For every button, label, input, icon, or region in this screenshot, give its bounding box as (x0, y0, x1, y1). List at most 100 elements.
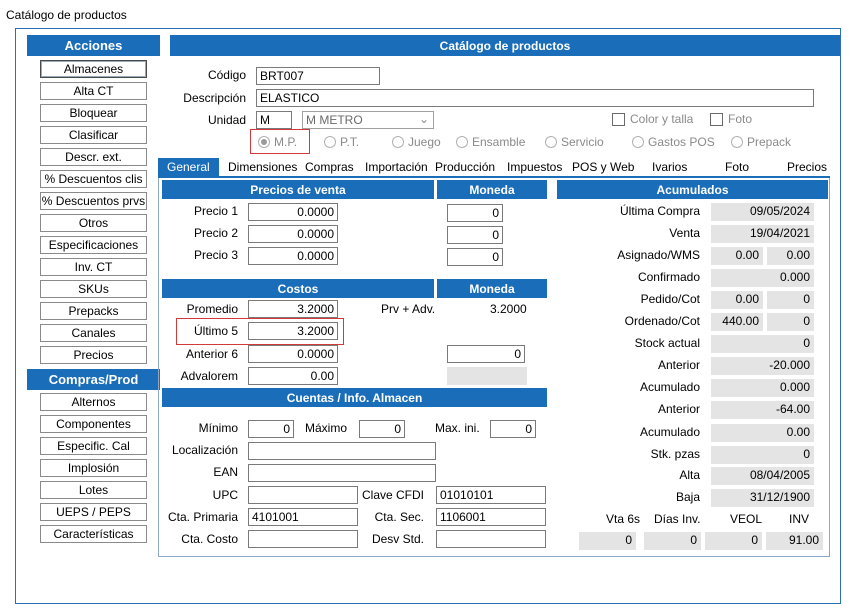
acumulado2-label: Acumulado (639, 425, 700, 439)
acciones-button-otros[interactable]: Otros (40, 214, 147, 232)
clave-cfdi-input[interactable]: 01010101 (436, 486, 546, 504)
compras-button-implosion[interactable]: Implosión (40, 459, 147, 477)
minimo-input[interactable]: 0 (248, 420, 294, 438)
asignado-a: 0.00 (711, 247, 763, 265)
asignado-b: 0.00 (767, 247, 814, 265)
tab-dimensiones[interactable]: Dimensiones (228, 160, 298, 174)
tab-impuestos[interactable]: Impuestos (507, 160, 563, 174)
maxini-input[interactable]: 0 (490, 420, 536, 438)
compras-button-lotes[interactable]: Lotes (40, 481, 147, 499)
radio-ensamble[interactable]: Ensamble (456, 135, 525, 149)
acciones-button-especificaciones[interactable]: Especificaciones (40, 236, 147, 254)
prv-adv-value: 3.2000 (490, 302, 527, 316)
window-frame (15, 28, 841, 604)
unidad-code-input[interactable]: M (256, 111, 292, 129)
maximo-input[interactable]: 0 (359, 420, 405, 438)
cta-sec-input[interactable]: 1106001 (436, 508, 546, 526)
radio-prepack[interactable]: Prepack (731, 135, 791, 149)
acumulado1-value: 0.000 (711, 379, 814, 397)
acciones-button-skus[interactable]: SKUs (40, 280, 147, 298)
radio-dot (392, 136, 404, 148)
compras-button-caracteristicas[interactable]: Características (40, 525, 147, 543)
inv-label: INV (789, 512, 810, 526)
ultimo-label: Último 5 (193, 324, 238, 338)
radio-servicio[interactable]: Servicio (545, 135, 604, 149)
radio-label: Servicio (561, 135, 604, 149)
chevron-down-icon: ⌄ (418, 112, 429, 126)
foto-checkbox[interactable]: Foto (710, 112, 752, 126)
tab-general[interactable]: General (158, 158, 219, 176)
acciones-button-almacenes[interactable]: Almacenes (40, 60, 147, 78)
acciones-button-descuentos-prvs[interactable]: % Descuentos prvs (40, 192, 147, 210)
tab-foto[interactable]: Foto (725, 160, 750, 174)
codigo-input[interactable]: BRT007 (256, 67, 380, 85)
advalorem-label: Advalorem (180, 369, 238, 383)
unidad-select[interactable]: M METRO ⌄ (302, 111, 434, 129)
cuentas-header: Cuentas / Info. Almacen (162, 388, 547, 407)
acciones-button-prepacks[interactable]: Prepacks (40, 302, 147, 320)
venta-label: Venta (669, 226, 700, 240)
radio-gastos-pos[interactable]: Gastos POS (632, 135, 715, 149)
anterior1-value: -20.000 (711, 357, 814, 375)
radio-label: M.P. (274, 135, 298, 149)
ean-input[interactable] (248, 464, 436, 482)
alta-value: 08/04/2005 (711, 467, 814, 485)
ordenado-b: 0 (767, 313, 814, 331)
desv-std-input[interactable] (436, 530, 546, 548)
precio-moneda-input[interactable]: 0 (447, 204, 503, 222)
tab-produccion[interactable]: Producción (435, 160, 496, 174)
descripcion-input[interactable]: ELASTICO (256, 89, 814, 107)
tab-importacion[interactable]: Importación (365, 160, 428, 174)
cta-costo-input[interactable] (248, 530, 358, 548)
pedido-label: Pedido/Cot (640, 292, 700, 306)
anterior6-moneda-input[interactable]: 0 (447, 345, 525, 363)
anterior6-input[interactable]: 0.0000 (248, 345, 338, 363)
radio-dot (456, 136, 468, 148)
acciones-button-bloquear[interactable]: Bloquear (40, 104, 147, 122)
radio-m-p[interactable]: M.P. (258, 135, 297, 149)
compras-button-componentes[interactable]: Componentes (40, 415, 147, 433)
precio-input[interactable]: 0.0000 (248, 247, 338, 265)
tab-underline (158, 176, 830, 178)
cta-primaria-input[interactable]: 4101001 (248, 508, 358, 526)
precio-input[interactable]: 0.0000 (248, 203, 338, 221)
acciones-button-canales[interactable]: Canales (40, 324, 147, 342)
compras-button-ueps-peps[interactable]: UEPS / PEPS (40, 503, 147, 521)
advalorem-input[interactable]: 0.00 (248, 367, 338, 385)
precio-moneda-input[interactable]: 0 (447, 248, 503, 266)
promedio-input[interactable]: 3.2000 (248, 300, 338, 318)
tab-pos-y-web[interactable]: POS y Web (572, 160, 635, 174)
localizacion-input[interactable] (248, 442, 436, 460)
precio-input[interactable]: 0.0000 (248, 225, 338, 243)
foto-label: Foto (728, 112, 753, 126)
ultima-compra-value: 09/05/2024 (711, 203, 814, 221)
cta-sec-label: Cta. Sec. (374, 510, 424, 524)
radio-label: Juego (408, 135, 441, 149)
acciones-button-descuentos-clis[interactable]: % Descuentos clis (40, 170, 147, 188)
stk-pzas-label: Stk. pzas (650, 447, 700, 461)
tab-precios[interactable]: Precios (787, 160, 828, 174)
acciones-button-clasificar[interactable]: Clasificar (40, 126, 147, 144)
radio-p-t[interactable]: P.T. (324, 135, 359, 149)
checkbox-box (710, 112, 723, 126)
acciones-button-alta-ct[interactable]: Alta CT (40, 82, 147, 100)
tab-compras[interactable]: Compras (305, 160, 354, 174)
compras-button-alternos[interactable]: Alternos (40, 393, 147, 411)
precio-moneda-input[interactable]: 0 (447, 226, 503, 244)
acciones-button-precios[interactable]: Precios (40, 346, 147, 364)
ultimo-input[interactable]: 3.2000 (248, 322, 338, 340)
acciones-button-descr-ext[interactable]: Descr. ext. (40, 148, 147, 166)
color-talla-checkbox[interactable]: Color y talla (612, 112, 693, 126)
stock-label: Stock actual (634, 336, 700, 350)
vta6s-value: 0 (579, 532, 636, 550)
ordenado-label: Ordenado/Cot (624, 314, 700, 328)
maxini-label: Max. ini. (435, 421, 480, 435)
precios-moneda-header: Moneda (437, 180, 547, 199)
radio-dot (545, 136, 557, 148)
acciones-button-inv-ct[interactable]: Inv. CT (40, 258, 147, 276)
radio-juego[interactable]: Juego (392, 135, 441, 149)
compras-button-especific-cal[interactable]: Especific. Cal (40, 437, 147, 455)
upc-input[interactable] (248, 486, 358, 504)
radio-label: Prepack (747, 135, 792, 149)
tab-ivarios[interactable]: Ivarios (652, 160, 688, 174)
